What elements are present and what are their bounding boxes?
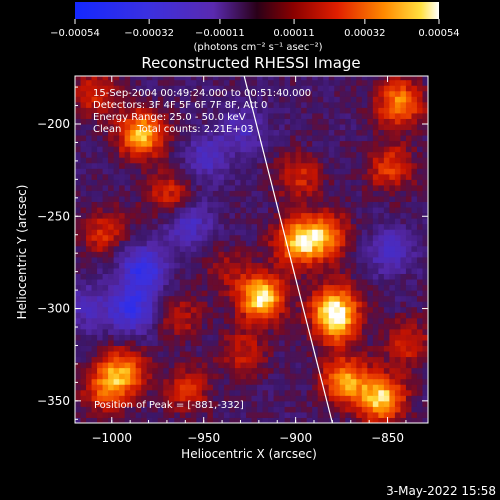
colorbar-unit-label: (photons cm⁻² s⁻¹ asec⁻²) [193, 42, 322, 53]
annotation-peak-position: Position of Peak = [-881,-332] [94, 400, 244, 411]
y-tick-label: −200 [37, 117, 70, 131]
x-axis-label: Heliocentric X (arcsec) [181, 447, 317, 461]
y-axis-label: Heliocentric Y (arcsec) [15, 185, 29, 320]
footer-date: 3-May-2022 15:58 [386, 484, 496, 498]
annotation-energy-range: Energy Range: 25.0 - 50.0 keV [93, 112, 246, 123]
colorbar-tick-label: 0.00011 [273, 28, 314, 39]
chart-title: Reconstructed RHESSI Image [141, 54, 360, 72]
y-tick-label: −250 [37, 209, 70, 223]
colorbar-tick-label: −0.00032 [124, 28, 174, 39]
annotation-detectors: Detectors: 3F 4F 5F 6F 7F 8F, Att 0 [93, 100, 267, 111]
observation-info: 15-Sep-2004 00:49:24.000 to 00:51:40.000… [93, 88, 311, 135]
y-tick-label: −350 [37, 394, 70, 408]
annotation-time-range: 15-Sep-2004 00:49:24.000 to 00:51:40.000 [93, 88, 311, 99]
x-tick-label: −900 [279, 431, 312, 445]
x-tick-label: −850 [371, 431, 404, 445]
x-tick-label: −950 [187, 431, 220, 445]
y-axis: −200 −250 −300 −350 [37, 86, 428, 420]
x-axis: −1000 −950 −900 −850 [91, 76, 407, 445]
colorbar-tick-label: 0.00032 [344, 28, 385, 39]
colorbar [75, 2, 439, 19]
x-tick-label: −1000 [91, 431, 132, 445]
annotation-clean-counts: Clean Total counts: 2.21E+03 [93, 124, 253, 135]
colorbar-tick-label: 0.00054 [418, 28, 459, 39]
plot-frame [74, 75, 429, 424]
colorbar-tick-label: −0.00011 [195, 28, 245, 39]
colorbar-tick-label: −0.00054 [50, 28, 100, 39]
colorbar-ticks: −0.00054 −0.00032 −0.00011 0.00011 0.00032 0.… [50, 19, 460, 39]
solar-limb-line [243, 75, 333, 424]
y-tick-label: −300 [37, 302, 70, 316]
heatmap-image [75, 76, 428, 423]
